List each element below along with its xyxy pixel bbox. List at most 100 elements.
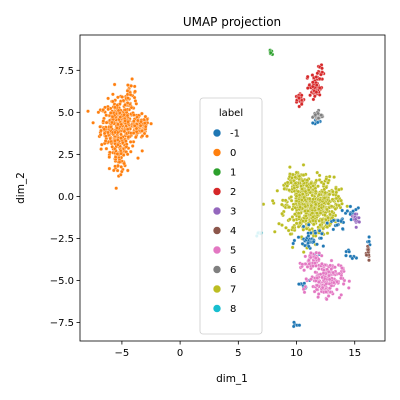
scatter-point xyxy=(111,92,115,97)
scatter-point xyxy=(123,107,128,112)
scatter-point xyxy=(328,263,333,268)
scatter-point xyxy=(316,280,321,284)
scatter-point xyxy=(294,199,299,203)
scatter-point xyxy=(118,172,123,177)
scatter-point xyxy=(114,186,119,191)
scatter-point xyxy=(145,134,149,139)
scatter-point xyxy=(125,89,130,93)
scatter-point xyxy=(288,165,292,169)
y-tick-label: −7.5 xyxy=(50,318,74,329)
scatter-point xyxy=(339,198,343,203)
scatter-point xyxy=(126,135,131,139)
scatter-point xyxy=(316,266,321,271)
legend-marker xyxy=(212,128,222,138)
scatter-point xyxy=(353,217,358,222)
scatter-point xyxy=(320,275,324,280)
scatter-point xyxy=(316,257,321,262)
scatter-point xyxy=(302,268,306,273)
scatter-point xyxy=(125,101,130,105)
legend: label -1 0 1 2 3 4 5 6 7 8 xyxy=(199,97,263,335)
legend-label: 1 xyxy=(230,168,236,179)
scatter-point xyxy=(325,231,330,236)
scatter-point xyxy=(347,249,352,254)
scatter-point xyxy=(303,189,308,194)
scatter-point xyxy=(315,71,320,76)
scatter-point xyxy=(312,261,317,265)
scatter-point xyxy=(104,113,109,118)
scatter-point xyxy=(305,265,310,269)
scatter-points xyxy=(86,48,372,329)
scatter-point xyxy=(333,265,337,270)
scatter-point xyxy=(304,226,309,231)
scatter-point xyxy=(306,234,311,238)
scatter-point xyxy=(113,155,118,159)
scatter-point xyxy=(302,195,306,200)
scatter-point xyxy=(107,155,112,159)
scatter-point xyxy=(106,96,110,101)
scatter-point xyxy=(277,221,281,226)
scatter-point xyxy=(323,190,328,195)
scatter-point xyxy=(310,121,315,125)
scatter-point xyxy=(134,126,139,131)
scatter-point xyxy=(335,287,339,292)
scatter-point xyxy=(311,97,316,102)
scatter-point xyxy=(327,277,332,282)
x-tick-label: −5 xyxy=(115,348,130,359)
scatter-point xyxy=(282,187,287,191)
scatter-point xyxy=(124,144,129,149)
scatter-point xyxy=(317,192,322,197)
scatter-point xyxy=(303,204,308,209)
scatter-point xyxy=(285,180,290,185)
legend-label: 8 xyxy=(230,304,236,315)
scatter-point xyxy=(301,287,306,292)
scatter-point xyxy=(327,174,332,179)
scatter-point xyxy=(354,207,358,212)
scatter-point xyxy=(307,261,312,266)
scatter-point xyxy=(299,93,304,98)
y-axis-ticks: −7.5 −5.0 −2.5 0.0 2.5 5.0 7.5 xyxy=(50,66,80,329)
scatter-point xyxy=(288,232,293,236)
scatter-point xyxy=(314,75,319,79)
scatter-point xyxy=(340,266,344,270)
plot-frame xyxy=(79,34,386,342)
scatter-point xyxy=(314,83,319,87)
scatter-point xyxy=(312,94,317,99)
scatter-point xyxy=(344,253,348,258)
scatter-point xyxy=(345,209,350,213)
scatter-point xyxy=(329,283,334,288)
x-axis-label: dim_1 xyxy=(216,373,248,385)
scatter-point xyxy=(301,163,306,167)
scatter-point xyxy=(337,203,341,208)
scatter-point xyxy=(108,136,113,141)
scatter-point xyxy=(348,204,353,209)
scatter-point xyxy=(297,323,302,328)
scatter-point xyxy=(334,190,339,195)
scatter-point xyxy=(311,218,315,223)
scatter-point xyxy=(104,120,109,125)
scatter-point xyxy=(128,149,133,154)
scatter-point xyxy=(337,295,342,300)
scatter-point xyxy=(317,76,322,81)
scatter-point xyxy=(310,193,315,198)
scatter-point xyxy=(326,269,331,274)
scatter-point xyxy=(328,212,332,217)
scatter-point xyxy=(297,215,302,219)
scatter-point xyxy=(125,127,130,132)
legend-label: 3 xyxy=(230,207,236,218)
scatter-point xyxy=(143,124,148,129)
scatter-point xyxy=(311,264,315,268)
scatter-point xyxy=(122,129,127,134)
scatter-point xyxy=(311,184,315,188)
x-tick-label: 0 xyxy=(177,348,183,359)
scatter-point xyxy=(333,207,338,211)
scatter-point xyxy=(367,258,371,263)
scatter-point xyxy=(331,227,336,232)
scatter-point xyxy=(319,236,324,241)
scatter-point xyxy=(129,105,134,110)
scatter-point xyxy=(104,146,109,151)
series-3 xyxy=(350,212,362,230)
series-0 xyxy=(86,77,153,191)
scatter-point xyxy=(316,295,320,299)
scatter-point xyxy=(313,202,318,207)
scatter-point xyxy=(112,82,117,87)
